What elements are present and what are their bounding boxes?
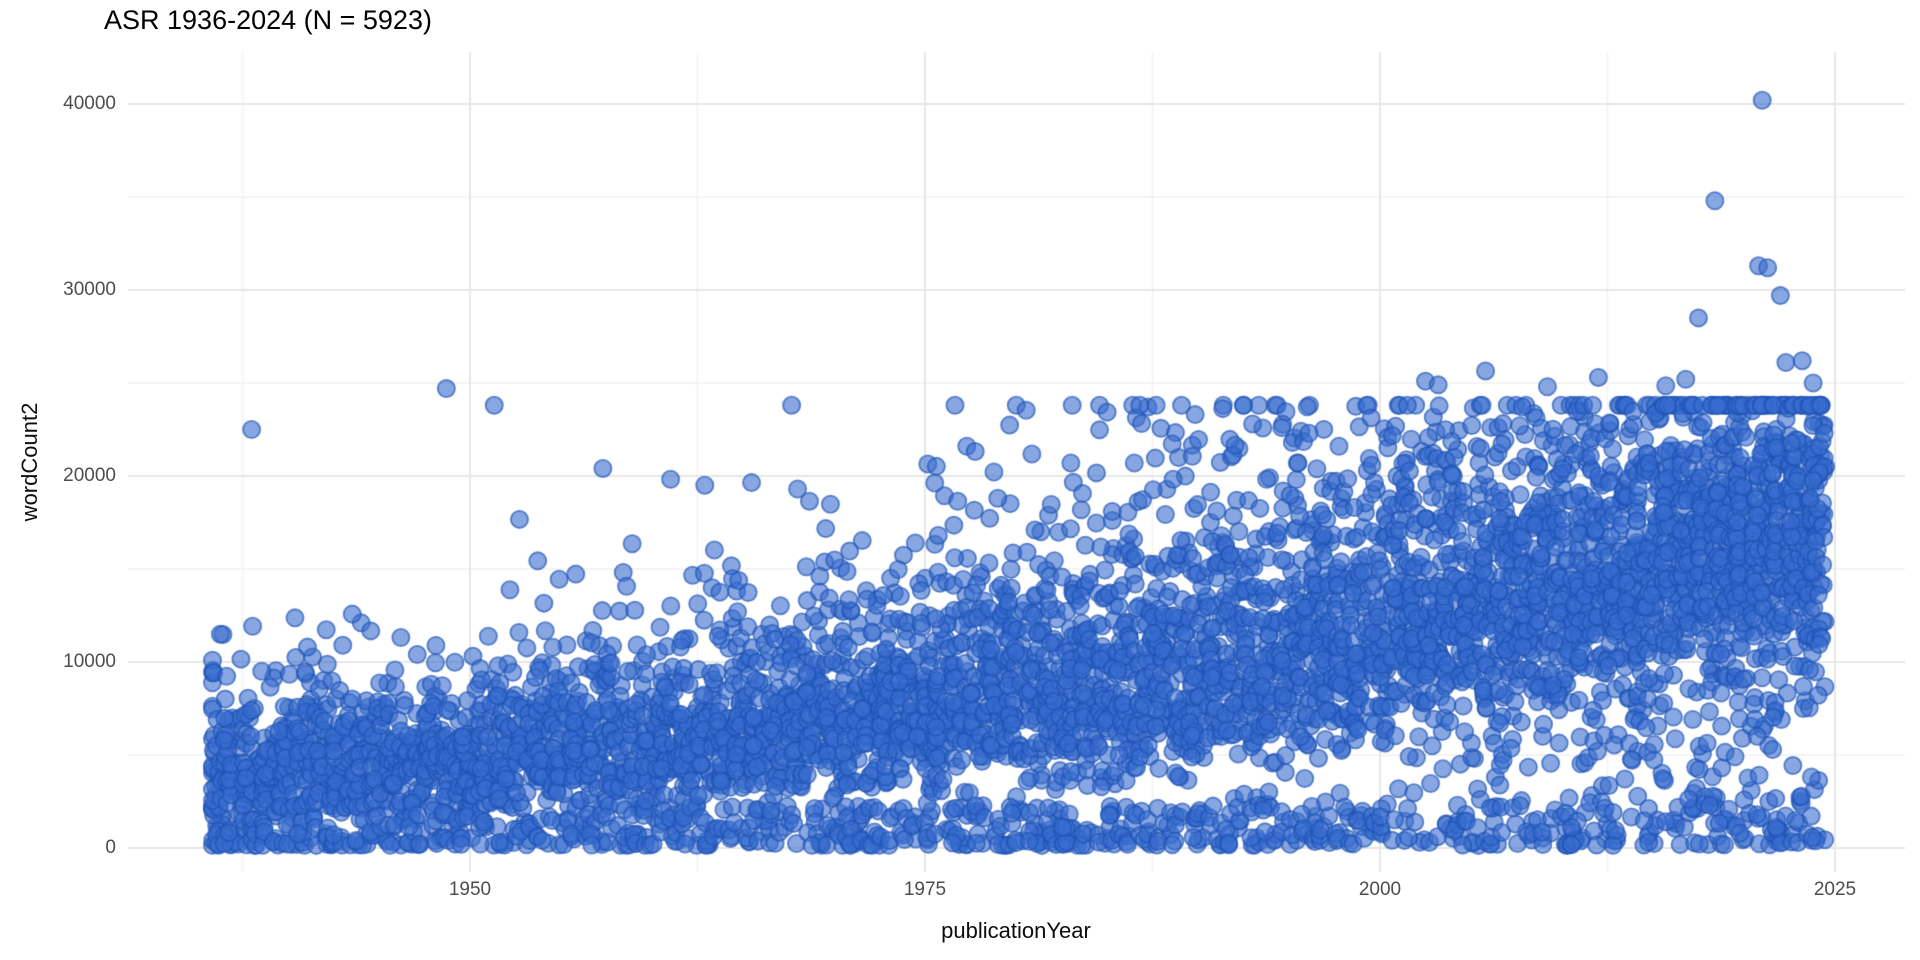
- y-tick-label-0: 0: [105, 837, 116, 858]
- x-tick-label-2025: 2025: [1813, 879, 1857, 900]
- y-axis-title: wordCount2: [17, 402, 42, 522]
- chart-title: ASR 1936-2024 (N = 5923): [104, 5, 432, 35]
- x-tick-label-2000: 2000: [1358, 879, 1402, 900]
- y-tick-label-20000: 20000: [63, 465, 116, 486]
- y-tick-label-30000: 30000: [63, 279, 116, 300]
- y-tick-label-10000: 10000: [63, 651, 116, 672]
- x-tick-label-1975: 1975: [903, 879, 947, 900]
- x-tick-label-1950: 1950: [448, 879, 492, 900]
- x-axis-title: publicationYear: [941, 918, 1091, 943]
- y-tick-label-40000: 40000: [63, 93, 116, 114]
